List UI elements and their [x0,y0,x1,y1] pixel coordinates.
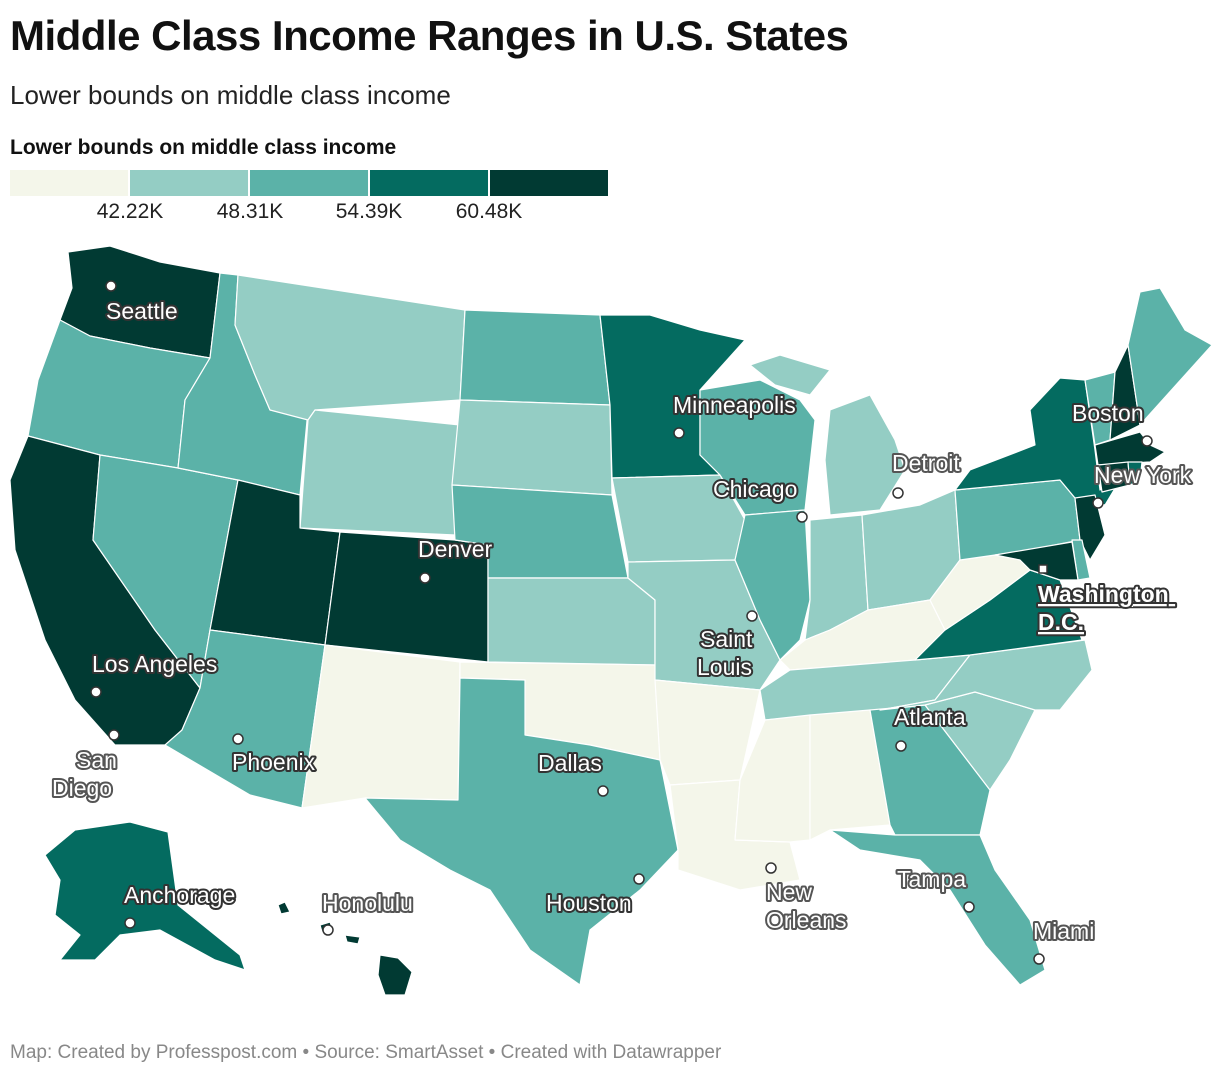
state-texas[interactable] [364,677,679,986]
city-label-atlanta: Atlanta [894,704,966,730]
state-alaska[interactable] [44,821,246,971]
city-label-miami: Miami [1033,918,1094,944]
city-label-san-diego-line-1: San [76,747,117,773]
legend-swatch-2 [130,170,248,196]
city-label-washington-dc-line-2: D.C. [1038,609,1084,635]
city-dot-los-angeles [90,686,102,698]
city-label-new-orleans-line-2: Orleans [766,907,847,933]
city-dot-new-york [1092,497,1104,509]
legend-color-scale [10,170,608,196]
city-label-washington-dc-line-1: Washington [1038,581,1169,607]
us-states-map: Seattle Los Angeles San Diego Phoenix De… [9,245,1213,996]
state-new-york[interactable] [954,377,1121,506]
legend-swatch-4 [370,170,488,196]
city-label-new-orleans: New Orleans [766,879,847,933]
city-dot-minneapolis [673,427,685,439]
city-dot-atlanta [895,740,907,752]
state-alabama[interactable] [809,709,891,841]
city-label-phoenix: Phoenix [232,749,316,775]
city-label-los-angeles: Los Angeles [92,651,217,677]
state-south-dakota[interactable] [451,399,613,496]
city-dot-boston [1141,435,1153,447]
state-new-mexico[interactable] [301,644,461,809]
city-label-boston: Boston [1072,400,1144,426]
state-rhode-island[interactable] [1127,461,1143,486]
city-label-houston: Houston [546,890,632,916]
city-dot-denver [419,572,431,584]
city-dot-detroit [892,487,904,499]
state-north-dakota[interactable] [459,309,611,406]
city-dot-saint-louis [746,610,758,622]
legend-tick-2: 48.31K [216,200,284,223]
city-dot-seattle [105,280,117,292]
city-dot-chicago [796,511,808,523]
state-maryland[interactable] [994,541,1079,581]
chart-title: Middle Class Income Ranges in U.S. State… [10,12,849,59]
city-label-anchorage: Anchorage [124,882,235,908]
state-michigan[interactable] [749,354,906,516]
city-label-san-diego: San Diego [52,747,123,801]
city-label-honolulu: Honolulu [322,890,413,916]
city-dot-dallas [597,785,609,797]
city-dot-anchorage [124,917,136,929]
city-label-washington-dc: Washington D.C. [1038,581,1175,635]
city-label-chicago: Chicago [713,476,797,502]
city-dot-miami [1033,953,1045,965]
city-dot-san-diego [108,729,120,741]
city-dot-phoenix [232,733,244,745]
legend-tick-1: 42.22K [96,200,164,223]
city-dot-houston [633,873,645,885]
legend-title: Lower bounds on middle class income [10,136,397,159]
city-label-detroit: Detroit [892,450,960,476]
state-montana[interactable] [234,274,466,421]
city-dot-new-orleans [765,862,777,874]
legend-tick-3: 54.39K [335,200,403,223]
city-dot-honolulu [322,924,334,936]
city-label-tampa: Tampa [897,866,966,892]
legend-swatch-3 [250,170,368,196]
state-illinois[interactable] [734,509,811,661]
state-florida[interactable] [829,829,1046,986]
city-label-saint-louis: Saint Louis [697,626,759,680]
city-label-saint-louis-line-1: Saint [700,626,753,652]
city-label-dallas: Dallas [538,750,602,776]
legend-swatch-1 [10,170,128,196]
legend-swatch-5 [490,170,608,196]
city-label-new-orleans-line-1: New [766,879,812,905]
footer-credits: Map: Created by Professpost.com • Source… [10,1042,722,1063]
state-kansas[interactable] [487,577,656,666]
state-maine[interactable] [1127,287,1213,426]
chart-subtitle: Lower bounds on middle class income [10,80,451,110]
legend-tick-4: 60.48K [455,200,523,223]
city-label-minneapolis: Minneapolis [673,392,796,418]
city-label-san-diego-line-2: Diego [52,775,112,801]
city-label-saint-louis-line-2: Louis [697,654,752,680]
city-marker-washington-dc [1038,564,1048,574]
state-hawaii[interactable] [277,901,413,996]
city-label-seattle: Seattle [106,298,178,324]
city-dot-tampa [963,901,975,913]
city-label-new-york: New York [1094,462,1192,488]
legend-ticks: 42.22K 48.31K 54.39K 60.48K [10,200,608,230]
state-wyoming[interactable] [299,409,461,536]
city-label-denver: Denver [418,536,492,562]
